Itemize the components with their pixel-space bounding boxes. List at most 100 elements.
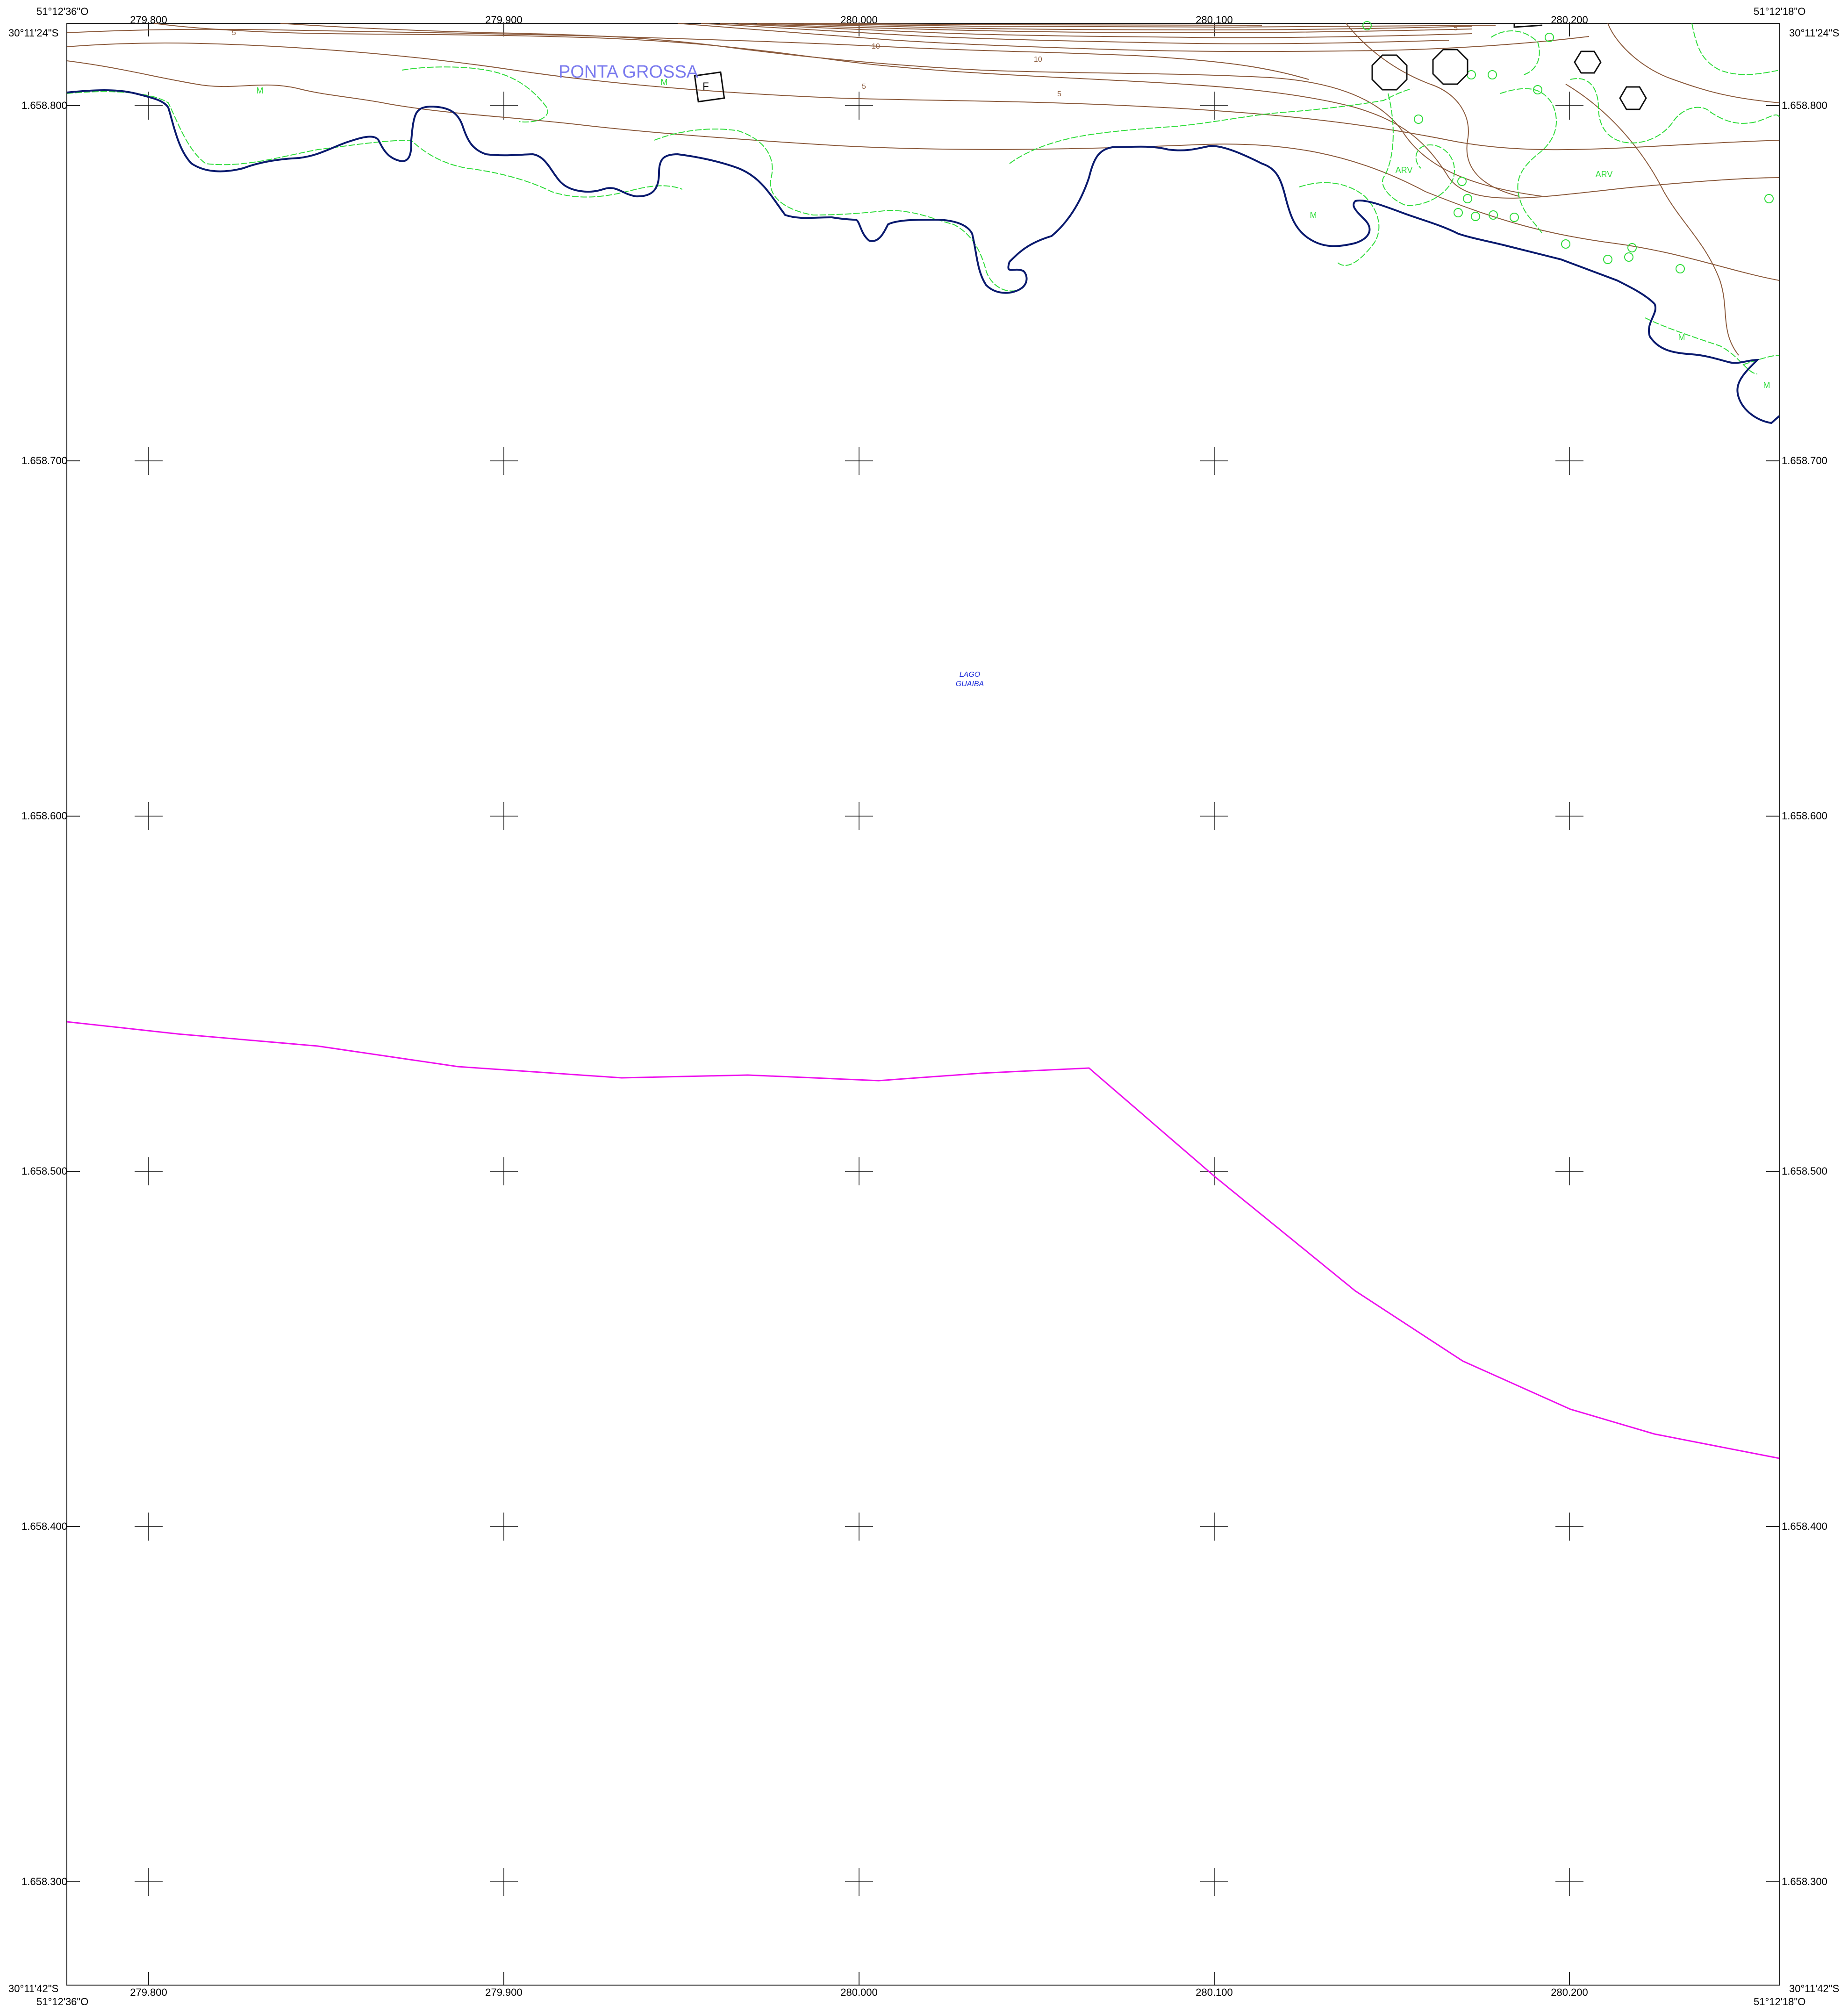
- easting-label: 280.000: [840, 1986, 878, 1998]
- tree-symbol: [1362, 21, 1372, 30]
- grid-cross: [1200, 1157, 1228, 1185]
- corner-bottom-right-lat: 30°11'42"S: [1789, 1983, 1839, 1994]
- contour-line: [1346, 23, 1519, 197]
- grid-cross: [845, 802, 873, 830]
- tree-symbol: [1414, 115, 1423, 124]
- structure-hexagon: [1574, 50, 1602, 74]
- grid-cross: [1200, 1513, 1228, 1541]
- tree-symbol: [1510, 213, 1519, 222]
- corner-bottom-right-lon: 51°12'18"O: [1754, 1996, 1805, 2008]
- tree-symbol: [1764, 194, 1774, 203]
- contour-label: 5: [1454, 24, 1458, 32]
- tree-symbol: [1533, 85, 1542, 94]
- easting-label: 280.200: [1551, 1986, 1588, 1998]
- contour-line: [66, 43, 1780, 151]
- contour-line: [803, 23, 1262, 26]
- tree-symbol: [1463, 194, 1472, 203]
- grid-cross: [135, 1513, 163, 1541]
- tree-symbol: [1624, 252, 1633, 262]
- northing-labels-left: 1.658.800 1.658.700 1.658.600 1.658.500 …: [21, 100, 67, 1887]
- northing-label: 1.658.500: [21, 1165, 67, 1177]
- contour-line: [775, 23, 1496, 28]
- tree-symbol: [1471, 212, 1480, 221]
- tree-symbol: [1545, 33, 1554, 42]
- vegetation-line: [1382, 93, 1455, 207]
- structure-square: [694, 71, 725, 103]
- contour-line: [280, 23, 1543, 197]
- vegetation-line: [1009, 88, 1412, 164]
- veg-label-m: M: [1763, 380, 1770, 390]
- grid-cross: [1555, 802, 1583, 830]
- grid-cross: [1555, 92, 1583, 120]
- contour-lines: [66, 23, 1780, 356]
- structure-hexagon: [1619, 86, 1647, 110]
- northing-label: 1.658.500: [1782, 1165, 1827, 1177]
- northing-label: 1.658.800: [1782, 100, 1827, 111]
- contour-line: [1565, 84, 1739, 356]
- grid-cross: [845, 1157, 873, 1185]
- tree-symbol: [1603, 255, 1612, 264]
- contour-label: 10: [1034, 56, 1042, 64]
- grid-cross: [845, 1868, 873, 1896]
- grid-cross: [1200, 92, 1228, 120]
- boundary-line: [66, 1021, 1780, 1459]
- vegetation-line: [1570, 78, 1780, 143]
- contour-line: [677, 23, 1590, 52]
- veg-label-arv: ARV: [1396, 165, 1413, 175]
- contour-label: 10: [872, 43, 880, 50]
- corner-bottom-left-lat: 30°11'42"S: [8, 1983, 58, 1994]
- structure-octagon: [1371, 54, 1408, 91]
- vegetation-line: [1490, 30, 1540, 75]
- corner-bottom-left-lon: 51°12'36"O: [36, 1996, 88, 2008]
- easting-label: 279.800: [130, 1986, 167, 1998]
- northing-label: 1.658.300: [1782, 1876, 1827, 1887]
- tree-symbols: [1362, 21, 1774, 273]
- northing-label: 1.658.700: [21, 455, 67, 466]
- grid-cross: [490, 1513, 518, 1541]
- vegetation-line: [1299, 182, 1380, 266]
- easting-labels-bottom: 279.800 279.900 280.000 280.100 280.200: [130, 1986, 1588, 1998]
- tree-symbol: [1561, 239, 1570, 249]
- frame-ticks: [67, 23, 1779, 1985]
- contour-line: [66, 29, 1309, 80]
- corner-top-left-lon: 51°12'36"O: [36, 6, 88, 17]
- vegetation-line: [1743, 355, 1780, 365]
- tree-symbol: [1457, 177, 1467, 186]
- grid-cross: [845, 92, 873, 120]
- contour-line: [66, 60, 1780, 281]
- vegetation-line: [1691, 23, 1780, 75]
- contour-line: [757, 23, 1473, 31]
- tree-symbol: [1676, 264, 1685, 273]
- contour-line: [738, 23, 1473, 34]
- shoreline: [66, 89, 1780, 424]
- grid-cross: [490, 92, 518, 120]
- grid-cross: [1555, 1868, 1583, 1896]
- grid-crosses: [135, 92, 1583, 1896]
- contour-line: [1607, 23, 1780, 103]
- veg-label-arv: ARV: [1596, 170, 1613, 179]
- tree-symbol: [1488, 70, 1497, 79]
- grid-cross: [135, 1868, 163, 1896]
- contour-line: [154, 23, 1780, 199]
- corner-top-right-lat: 30°11'24"S: [1789, 27, 1839, 39]
- grid-cross: [490, 1868, 518, 1896]
- grid-cross: [1200, 1868, 1228, 1896]
- grid-cross: [135, 1157, 163, 1185]
- vegetation-line: [1500, 88, 1557, 234]
- vegetation-line: [654, 129, 1019, 292]
- corner-top-left-lat: 30°11'24"S: [8, 27, 58, 39]
- northing-labels-right: 1.658.800 1.658.700 1.658.600 1.658.500 …: [1782, 100, 1827, 1887]
- contour-label: 5: [1057, 90, 1061, 98]
- grid-cross: [135, 447, 163, 475]
- grid-cross: [135, 802, 163, 830]
- vegetation-line: [66, 91, 683, 198]
- easting-label: 280.100: [1196, 1986, 1233, 1998]
- grid-cross: [845, 1513, 873, 1541]
- contour-label: 5: [232, 29, 236, 37]
- northing-label: 1.658.600: [21, 810, 67, 822]
- structure-edge: [1513, 23, 1543, 28]
- grid-cross: [1200, 447, 1228, 475]
- grid-cross: [490, 802, 518, 830]
- contour-label: 5: [862, 83, 866, 91]
